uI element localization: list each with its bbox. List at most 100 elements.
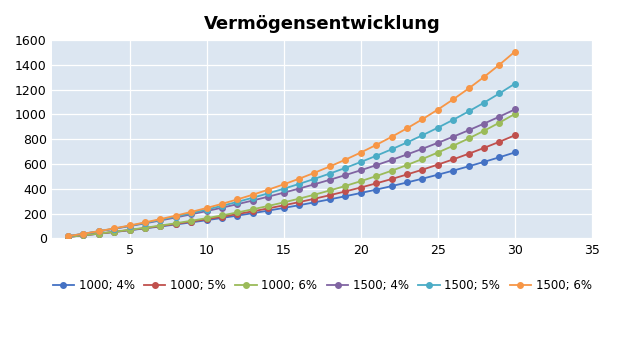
1000; 4% <box>218 216 226 220</box>
1000; 4% <box>141 226 149 230</box>
1500; 5% <box>187 211 195 215</box>
1000; 4% <box>156 225 164 229</box>
1500; 6% <box>172 213 180 218</box>
1000; 6% <box>126 228 133 232</box>
1500; 5% <box>357 160 364 164</box>
1000; 5% <box>496 140 504 144</box>
1500; 6% <box>218 202 226 206</box>
1000; 6% <box>64 235 72 239</box>
1500; 5% <box>280 187 288 191</box>
1500; 4% <box>326 178 334 182</box>
Line: 1000; 5%: 1000; 5% <box>65 133 518 240</box>
1000; 5% <box>156 224 164 228</box>
1500; 4% <box>249 198 257 202</box>
1500; 5% <box>234 200 241 204</box>
1000; 4% <box>126 228 133 232</box>
1500; 6% <box>342 158 349 162</box>
1500; 4% <box>465 128 472 133</box>
1000; 5% <box>372 181 380 185</box>
1500; 6% <box>110 226 118 230</box>
1500; 4% <box>311 182 318 186</box>
1500; 6% <box>372 143 380 147</box>
1000; 6% <box>172 221 180 225</box>
1500; 4% <box>403 152 411 156</box>
1000; 5% <box>465 152 472 156</box>
1500; 5% <box>496 91 504 95</box>
1500; 6% <box>64 234 72 238</box>
1500; 6% <box>280 182 288 186</box>
1000; 4% <box>95 232 102 236</box>
1500; 6% <box>187 210 195 214</box>
1000; 5% <box>172 222 180 226</box>
1500; 5% <box>172 215 180 219</box>
1000; 6% <box>203 216 210 220</box>
1000; 4% <box>511 151 519 155</box>
1500; 4% <box>450 135 457 139</box>
1000; 6% <box>311 193 318 197</box>
1500; 5% <box>218 204 226 208</box>
1000; 5% <box>218 215 226 219</box>
1000; 5% <box>64 235 72 239</box>
1500; 4% <box>64 234 72 238</box>
1000; 4% <box>434 173 441 177</box>
1000; 6% <box>418 157 426 161</box>
Line: 1000; 4%: 1000; 4% <box>65 150 518 240</box>
1000; 5% <box>326 193 334 197</box>
1000; 5% <box>249 209 257 213</box>
1500; 5% <box>342 166 349 170</box>
1500; 5% <box>249 195 257 200</box>
1000; 4% <box>418 176 426 181</box>
1500; 4% <box>496 115 504 119</box>
1500; 6% <box>234 197 241 201</box>
1000; 6% <box>295 197 303 201</box>
1500; 5% <box>450 118 457 122</box>
1500; 6% <box>434 108 441 112</box>
1500; 6% <box>141 220 149 225</box>
1500; 5% <box>326 172 334 176</box>
1000; 4% <box>342 194 349 198</box>
1500; 6% <box>450 97 457 101</box>
1500; 4% <box>264 194 272 199</box>
1000; 4% <box>465 164 472 169</box>
1000; 4% <box>480 160 488 164</box>
1000; 6% <box>234 210 241 215</box>
1500; 4% <box>79 232 87 236</box>
1500; 4% <box>126 224 133 228</box>
1500; 5% <box>465 109 472 113</box>
1500; 5% <box>156 218 164 222</box>
1000; 4% <box>79 233 87 237</box>
1000; 6% <box>249 207 257 211</box>
1000; 6% <box>465 136 472 140</box>
1500; 5% <box>264 191 272 195</box>
1000; 4% <box>64 235 72 239</box>
1500; 6% <box>311 171 318 175</box>
1000; 6% <box>372 174 380 178</box>
1000; 5% <box>126 228 133 232</box>
1000; 6% <box>326 188 334 192</box>
1500; 6% <box>295 177 303 181</box>
1500; 6% <box>249 193 257 197</box>
1000; 6% <box>434 151 441 155</box>
1500; 6% <box>465 86 472 91</box>
1500; 4% <box>172 216 180 220</box>
1000; 4% <box>388 184 396 188</box>
1000; 4% <box>450 169 457 173</box>
Line: 1500; 6%: 1500; 6% <box>65 49 518 239</box>
Legend: 1000; 4%, 1000; 5%, 1000; 6%, 1500; 4%, 1500; 5%, 1500; 6%: 1000; 4%, 1000; 5%, 1000; 6%, 1500; 4%, … <box>48 274 596 297</box>
1500; 6% <box>264 188 272 192</box>
1000; 5% <box>295 200 303 204</box>
1000; 4% <box>172 222 180 227</box>
1500; 4% <box>511 107 519 111</box>
1000; 4% <box>110 230 118 234</box>
1500; 5% <box>110 227 118 231</box>
1500; 4% <box>187 212 195 216</box>
1000; 4% <box>203 218 210 222</box>
1500; 4% <box>234 202 241 206</box>
1000; 4% <box>403 180 411 184</box>
1000; 4% <box>295 203 303 207</box>
1000; 5% <box>203 217 210 221</box>
1500; 4% <box>372 163 380 167</box>
1500; 5% <box>311 177 318 181</box>
1500; 5% <box>418 133 426 137</box>
1000; 4% <box>326 197 334 201</box>
